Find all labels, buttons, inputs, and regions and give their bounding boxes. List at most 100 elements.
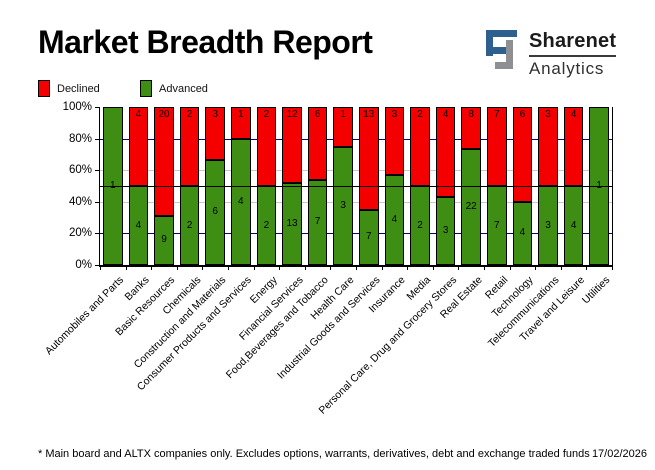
y-axis-tick — [95, 138, 100, 140]
advanced-value-label: 9 — [161, 234, 167, 246]
bar-segment-advanced: 2 — [256, 186, 277, 265]
declined-value-label: 1 — [238, 109, 244, 121]
report-date: 17/02/2026 — [591, 448, 647, 460]
bar-segment-advanced: 3 — [538, 186, 558, 265]
y-axis-tick — [95, 265, 100, 266]
declined-value-label: 8 — [468, 109, 474, 121]
advanced-value-label: 4 — [519, 227, 526, 239]
bar-segment-declined: 20 — [154, 107, 174, 216]
fifty-percent-reference-line — [100, 186, 612, 187]
bar-segment-advanced: 4 — [563, 186, 584, 265]
advanced-value-label: 3 — [442, 225, 449, 237]
y-axis-tick — [95, 170, 100, 172]
gridline-80 — [100, 138, 612, 140]
declined-value-label: 13 — [363, 109, 375, 121]
gridline-40 — [100, 201, 612, 203]
x-axis-tick — [509, 267, 511, 270]
y-axis-label: 60% — [68, 164, 92, 177]
bar-segment-advanced: 7 — [487, 186, 507, 265]
bar-segment-declined: 3 — [205, 107, 225, 160]
x-axis-tick — [279, 267, 281, 270]
advanced-value-label: 4 — [135, 219, 142, 231]
bar-segment-advanced: 7 — [307, 179, 328, 265]
declined-value-label: 7 — [494, 109, 500, 120]
declined-value-label: 6 — [314, 109, 321, 121]
bar-segment-declined: 2 — [256, 107, 277, 186]
y-axis-label: 100% — [62, 101, 92, 113]
logo-line1: Sharenet — [529, 30, 617, 57]
advanced-value-label: 22 — [465, 201, 477, 213]
advanced-value-label: 7 — [314, 216, 321, 228]
bar-segment-declined: 2 — [179, 107, 200, 186]
bar-segment-declined: 4 — [435, 107, 456, 198]
advanced-value-label: 3 — [340, 199, 346, 211]
x-axis-tick — [304, 267, 306, 270]
x-axis-tick — [202, 267, 204, 270]
advanced-value-label: 7 — [366, 231, 372, 243]
bar-segment-declined: 4 — [128, 107, 149, 186]
x-axis-tick — [458, 267, 460, 270]
x-axis-tick — [125, 267, 127, 270]
legend-item-advanced: Advanced — [140, 80, 208, 97]
x-axis-tick — [586, 267, 588, 270]
declined-value-label: 4 — [135, 109, 142, 120]
legend-swatch-advanced — [140, 80, 152, 97]
sharenet-logo-icon — [486, 30, 517, 69]
bar-segment-declined: 12 — [282, 107, 302, 183]
advanced-value-label: 1 — [590, 181, 608, 191]
y-axis-label: 80% — [68, 132, 92, 145]
declined-value-label: 3 — [212, 109, 218, 121]
declined-value-label: 2 — [263, 109, 270, 120]
bar-segment-advanced: 22 — [461, 149, 481, 265]
advanced-value-label: 4 — [238, 195, 244, 207]
bar-real-estate: 8 22 — [461, 107, 481, 265]
advanced-value-label: 2 — [186, 219, 193, 231]
declined-value-label: 3 — [545, 109, 551, 120]
advanced-value-label: 4 — [570, 219, 577, 231]
y-axis-tick — [95, 107, 100, 108]
x-axis-tick — [356, 267, 357, 270]
advanced-value-label: 13 — [286, 217, 298, 229]
x-axis-tick — [612, 267, 613, 270]
bar-segment-advanced: 3 — [333, 146, 353, 265]
bar-segment-advanced: 7 — [359, 209, 379, 265]
x-axis-tick — [253, 267, 255, 270]
bar-segment-declined: 7 — [487, 107, 507, 186]
advanced-value-label: 6 — [212, 206, 218, 218]
advanced-value-label: 7 — [494, 219, 500, 231]
x-axis-label: Automobiles and Parts — [43, 274, 127, 358]
chart-plot-area: 0%20%40%60%80%100%1442092236142212136713… — [43, 101, 613, 417]
legend-item-declined: Declined — [38, 80, 100, 97]
bar-segment-declined: 4 — [563, 107, 584, 186]
x-axis-tick — [176, 267, 178, 270]
declined-value-label: 1 — [340, 109, 346, 120]
advanced-value-label: 4 — [391, 213, 398, 225]
declined-value-label: 4 — [442, 109, 449, 121]
bar-financial-services: 12 13 — [282, 107, 302, 265]
y-axis-label: 0% — [75, 259, 92, 271]
x-axis-tick — [330, 267, 332, 270]
x-axis-tick — [535, 267, 537, 270]
bar-segment-declined: 13 — [359, 107, 379, 210]
advanced-value-label: 3 — [545, 219, 551, 231]
bar-segment-declined: 1 — [231, 107, 251, 139]
declined-value-label: 2 — [417, 109, 423, 120]
x-axis-tick — [151, 267, 153, 270]
legend-label: Declined — [57, 82, 100, 95]
bar-segment-declined: 3 — [538, 107, 558, 186]
bar-segment-advanced: 6 — [205, 159, 225, 265]
logo-line2: Analytics — [529, 59, 605, 78]
footnote: * Main board and ALTX companies only. Ex… — [38, 448, 590, 460]
bar-industrial-goods-and-services: 13 7 — [359, 107, 379, 265]
advanced-value-label: 2 — [417, 219, 423, 231]
